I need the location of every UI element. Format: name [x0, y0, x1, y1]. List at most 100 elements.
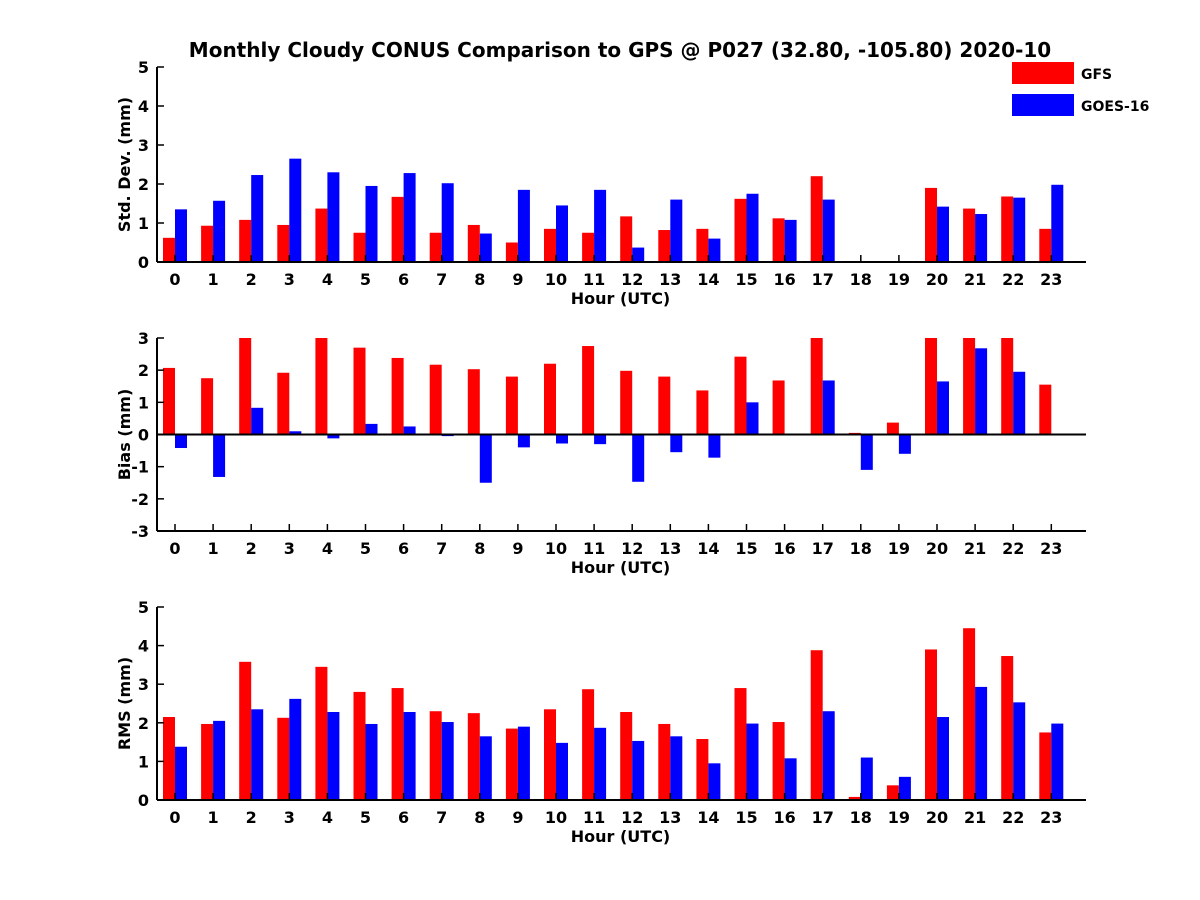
x-tick-label: 17: [812, 539, 834, 558]
bar-goes-16-5: [365, 423, 378, 435]
bar-gfs-10: [544, 709, 556, 800]
bar-gfs-8: [467, 224, 480, 262]
bar-gfs-11: [582, 346, 595, 435]
bar-gfs-20: [925, 649, 937, 800]
bar-goes-16-0: [175, 434, 187, 449]
y-tick-label: 4: [138, 97, 149, 116]
bar-gfs-5: [353, 347, 366, 435]
bar-gfs-9: [505, 728, 518, 800]
bar-goes-16-20: [937, 717, 949, 800]
bar-gfs-10: [544, 363, 556, 435]
bar-gfs-1: [201, 378, 214, 435]
bar-gfs-14: [696, 390, 709, 435]
bar-goes-16-4: [327, 172, 340, 262]
bar-gfs-23: [1039, 732, 1052, 800]
x-tick-label: 20: [926, 808, 948, 827]
x-tick-label: 3: [284, 270, 295, 289]
x-tick-label: 10: [545, 808, 567, 827]
bar-goes-16-16: [784, 758, 797, 800]
bar-goes-16-22: [1013, 702, 1026, 800]
bar-goes-16-7: [441, 722, 454, 800]
bar-goes-16-0: [175, 209, 187, 262]
x-axis-label: Hour (UTC): [571, 289, 671, 308]
x-tick-label: 21: [964, 539, 986, 558]
bar-goes-16-8: [479, 736, 492, 800]
bar-gfs-14: [696, 739, 709, 800]
bar-goes-16-15: [746, 402, 759, 435]
bar-gfs-12: [620, 711, 633, 800]
y-axis-label: RMS (mm): [115, 657, 134, 750]
x-tick-label: 8: [474, 539, 485, 558]
bar-goes-16-9: [517, 726, 530, 800]
bar-goes-16-2: [251, 709, 264, 800]
legend-label-goes-16: GOES-16: [1081, 99, 1149, 115]
x-tick-label: 4: [322, 539, 333, 558]
bar-goes-16-10: [556, 742, 568, 800]
x-tick-label: 10: [545, 539, 567, 558]
y-axis-label: Bias (mm): [115, 389, 134, 481]
bar-goes-16-12: [632, 434, 645, 482]
bar-goes-16-5: [365, 723, 378, 800]
bar-goes-16-16: [784, 219, 797, 262]
bar-goes-16-13: [670, 736, 683, 800]
bar-goes-16-22: [1013, 371, 1026, 435]
x-tick-label: 20: [926, 539, 948, 558]
bar-goes-16-8: [479, 434, 492, 483]
x-tick-label: 11: [583, 270, 605, 289]
y-tick-label: 1: [138, 752, 149, 771]
chart-title: Monthly Cloudy CONUS Comparison to GPS @…: [189, 38, 1051, 62]
bar-gfs-5: [353, 691, 366, 800]
bar-gfs-11: [582, 232, 595, 262]
bar-goes-16-21: [975, 348, 988, 435]
x-tick-label: 5: [360, 270, 371, 289]
bar-goes-16-11: [594, 727, 607, 800]
bar-gfs-22: [1001, 338, 1014, 435]
bar-gfs-15: [734, 356, 747, 435]
bar-goes-16-15: [746, 723, 759, 800]
x-tick-label: 11: [583, 808, 605, 827]
bar-goes-16-9: [517, 189, 530, 262]
legend-swatch-goes-16: [1012, 94, 1074, 116]
bar-goes-16-9: [517, 434, 530, 448]
x-tick-label: 21: [964, 808, 986, 827]
y-tick-label: -3: [131, 522, 149, 541]
bar-gfs-2: [239, 338, 252, 435]
bar-goes-16-0: [175, 746, 187, 800]
x-tick-label: 9: [512, 270, 523, 289]
bar-gfs-4: [315, 208, 328, 262]
legend-label-gfs: GFS: [1081, 67, 1112, 83]
bar-goes-16-14: [708, 434, 721, 458]
bar-gfs-15: [734, 688, 747, 800]
x-tick-label: 13: [659, 808, 681, 827]
bar-goes-16-2: [251, 407, 264, 435]
bar-goes-16-1: [213, 434, 226, 477]
y-tick-label: 0: [138, 426, 149, 445]
x-tick-label: 3: [284, 808, 295, 827]
y-tick-label: 5: [138, 58, 149, 77]
bar-goes-16-1: [213, 720, 226, 800]
bar-gfs-16: [772, 380, 785, 435]
bar-gfs-7: [429, 232, 442, 262]
x-axis-label: Hour (UTC): [571, 558, 671, 577]
x-tick-label: 23: [1040, 808, 1062, 827]
y-tick-label: 2: [138, 361, 149, 380]
bar-goes-16-17: [822, 711, 835, 800]
x-tick-label: 0: [169, 270, 180, 289]
x-tick-label: 16: [773, 539, 795, 558]
bar-goes-16-19: [898, 776, 911, 800]
bar-gfs-16: [772, 218, 785, 262]
bar-goes-16-6: [403, 426, 416, 435]
bar-goes-16-3: [289, 158, 302, 262]
x-tick-label: 6: [398, 539, 409, 558]
x-tick-label: 18: [850, 270, 872, 289]
bar-goes-16-12: [632, 740, 645, 800]
x-tick-label: 12: [621, 270, 643, 289]
bar-gfs-9: [505, 376, 518, 435]
bar-goes-16-23: [1051, 184, 1064, 262]
x-tick-label: 8: [474, 808, 485, 827]
x-tick-label: 19: [888, 808, 910, 827]
bar-goes-16-14: [708, 238, 721, 262]
x-tick-label: 15: [735, 808, 757, 827]
